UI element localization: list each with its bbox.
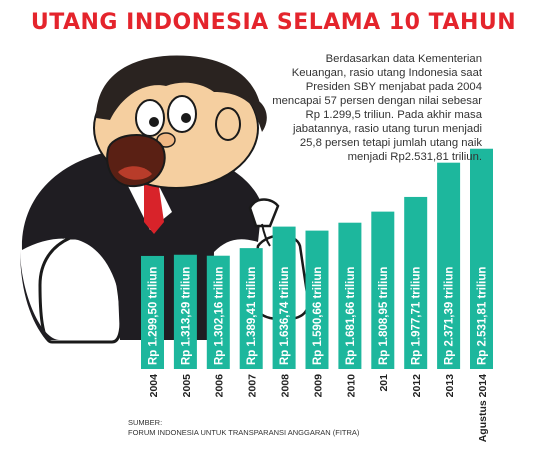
tie-icon (144, 180, 164, 234)
x-tick-label: 2012 (411, 374, 423, 398)
bar-2007 (239, 248, 263, 369)
x-tick-label: 2009 (312, 374, 324, 398)
x-tick-label: 2013 (444, 374, 456, 398)
page-title: UTANG INDONESIA SELAMA 10 TAHUN (30, 10, 517, 35)
x-tick-label: 2005 (181, 374, 193, 398)
x-tick-label: 2010 (345, 374, 357, 398)
bar-value-label: Rp 2.371,39 triliun (444, 267, 456, 365)
source-text: FORUM INDONESIA UNTUK TRANSPARANSI ANGGA… (128, 428, 360, 437)
bar-2005 (173, 254, 197, 369)
bar-value-label: Rp 1.389,41 triliun (246, 267, 258, 365)
x-tick-label: 2007 (247, 374, 259, 398)
source-label: SUMBER: (128, 418, 163, 427)
suit-icon (21, 147, 262, 340)
bar-value-label: Rp 1.299,50 triliun (148, 267, 160, 365)
bar-value-label: Rp 1.977,71 triliun (411, 267, 423, 365)
bar-value-label: Rp 1.302,16 triliun (213, 267, 225, 365)
bar-2006 (206, 255, 230, 369)
source-note: SUMBER: FORUM INDONESIA UNTUK TRANSPARAN… (128, 418, 468, 438)
bar-2013 (437, 162, 461, 369)
bar-value-label: Rp 1.313,29 triliun (180, 267, 192, 365)
bar-series: Rp 1.299,50 triliun Rp 1.313,29 triliun Rp… (141, 148, 493, 369)
x-tick-label: 2008 (280, 374, 292, 398)
bar-2004 (141, 255, 164, 369)
x-tick-label: Agustus 2014 (477, 374, 489, 442)
x-tick-label: 2004 (148, 374, 160, 398)
bar-value-label: Rp 1.636,74 triliun (279, 267, 291, 365)
businessman-with-money-bags-icon (20, 55, 310, 344)
chart-description: Berdasarkan data Kementerian Keuangan, r… (272, 53, 482, 163)
bar-value-label: Rp 2.531,81 triliun (477, 267, 489, 365)
bar-201 (371, 211, 395, 369)
bar-2010 (338, 222, 362, 369)
x-axis-ticks: 2004 2005 2006 2007 2008 2009 2010 201 2012 2013 A… (148, 374, 489, 442)
x-tick-label: 201 (378, 374, 390, 392)
bar-value-label: Rp 1.808,95 triliun (378, 267, 390, 365)
bar-value-label: Rp 1.681,66 triliun (345, 267, 357, 365)
bar-2009 (305, 230, 329, 369)
bar-agustus-2014 (470, 148, 493, 369)
x-tick-label: 2006 (214, 374, 226, 398)
bar-2008 (272, 226, 296, 369)
bar-2012 (404, 196, 428, 369)
bar-value-label: Rp 1.590,66 triliun (312, 267, 324, 365)
